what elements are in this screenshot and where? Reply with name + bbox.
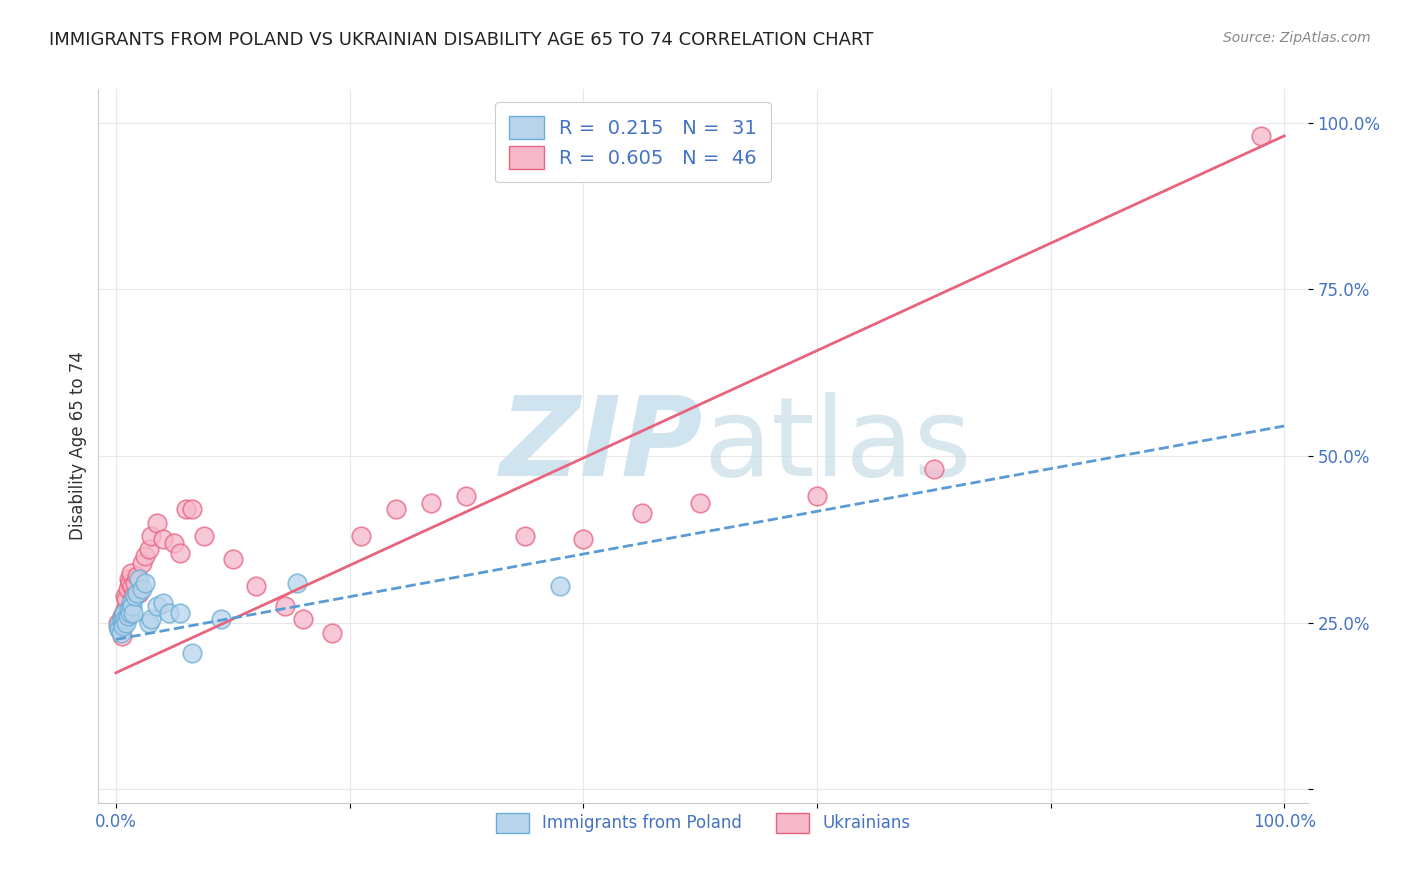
Point [112, 606, 135, 620]
Point [110, 625, 132, 640]
Point [321, 625, 343, 640]
Point [152, 533, 174, 547]
Point [112, 606, 135, 620]
Point [111, 609, 134, 624]
Point [115, 615, 138, 630]
Point [131, 556, 153, 570]
Point [163, 535, 186, 549]
Point [285, 575, 308, 590]
Point [456, 489, 478, 503]
Point [125, 569, 148, 583]
Point [180, 502, 202, 516]
Point [111, 615, 134, 630]
Point [169, 546, 191, 560]
Point [125, 585, 148, 599]
Point [121, 599, 143, 613]
Y-axis label: Disability Age 65 to 74: Disability Age 65 to 74 [69, 351, 87, 541]
Point [128, 585, 150, 599]
Point [274, 599, 297, 613]
Point [548, 579, 571, 593]
Point [111, 609, 134, 624]
Point [922, 462, 945, 476]
Point [157, 606, 180, 620]
Text: ZIP: ZIP [499, 392, 703, 500]
Point [128, 573, 150, 587]
Point [806, 489, 828, 503]
Point [118, 573, 141, 587]
Point [111, 612, 134, 626]
Point [1250, 128, 1272, 143]
Point [107, 619, 129, 633]
Point [245, 579, 267, 593]
Point [121, 579, 143, 593]
Point [120, 596, 142, 610]
Text: IMMIGRANTS FROM POLAND VS UKRAINIAN DISABILITY AGE 65 TO 74 CORRELATION CHART: IMMIGRANTS FROM POLAND VS UKRAINIAN DISA… [49, 31, 873, 49]
Point [138, 542, 160, 557]
Point [350, 529, 373, 543]
Point [630, 506, 652, 520]
Point [117, 582, 139, 597]
Point [122, 606, 145, 620]
Point [420, 496, 443, 510]
Point [118, 606, 141, 620]
Point [134, 549, 156, 563]
Point [111, 629, 134, 643]
Point [111, 612, 134, 626]
Point [110, 619, 132, 633]
Legend: Immigrants from Poland, Ukrainians: Immigrants from Poland, Ukrainians [488, 805, 918, 841]
Point [114, 602, 136, 616]
Point [108, 623, 131, 637]
Point [139, 612, 162, 626]
Point [122, 589, 145, 603]
Point [134, 575, 156, 590]
Text: atlas: atlas [703, 392, 972, 500]
Point [120, 566, 142, 580]
Point [291, 612, 314, 626]
Point [193, 529, 215, 543]
Point [124, 575, 146, 590]
Point [222, 552, 245, 566]
Point [117, 609, 139, 624]
Point [114, 612, 136, 626]
Point [115, 592, 138, 607]
Point [689, 496, 711, 510]
Point [174, 502, 197, 516]
Point [118, 602, 141, 616]
Point [111, 619, 134, 633]
Point [118, 575, 141, 590]
Point [146, 599, 169, 613]
Point [209, 612, 232, 626]
Point [180, 646, 202, 660]
Point [385, 502, 408, 516]
Point [572, 533, 595, 547]
Point [169, 606, 191, 620]
Point [114, 589, 136, 603]
Point [124, 589, 146, 603]
Point [513, 529, 536, 543]
Point [138, 615, 160, 630]
Point [139, 529, 162, 543]
Point [146, 516, 169, 530]
Text: Source: ZipAtlas.com: Source: ZipAtlas.com [1223, 31, 1371, 45]
Point [131, 582, 153, 597]
Point [152, 596, 174, 610]
Point [108, 623, 131, 637]
Point [107, 615, 129, 630]
